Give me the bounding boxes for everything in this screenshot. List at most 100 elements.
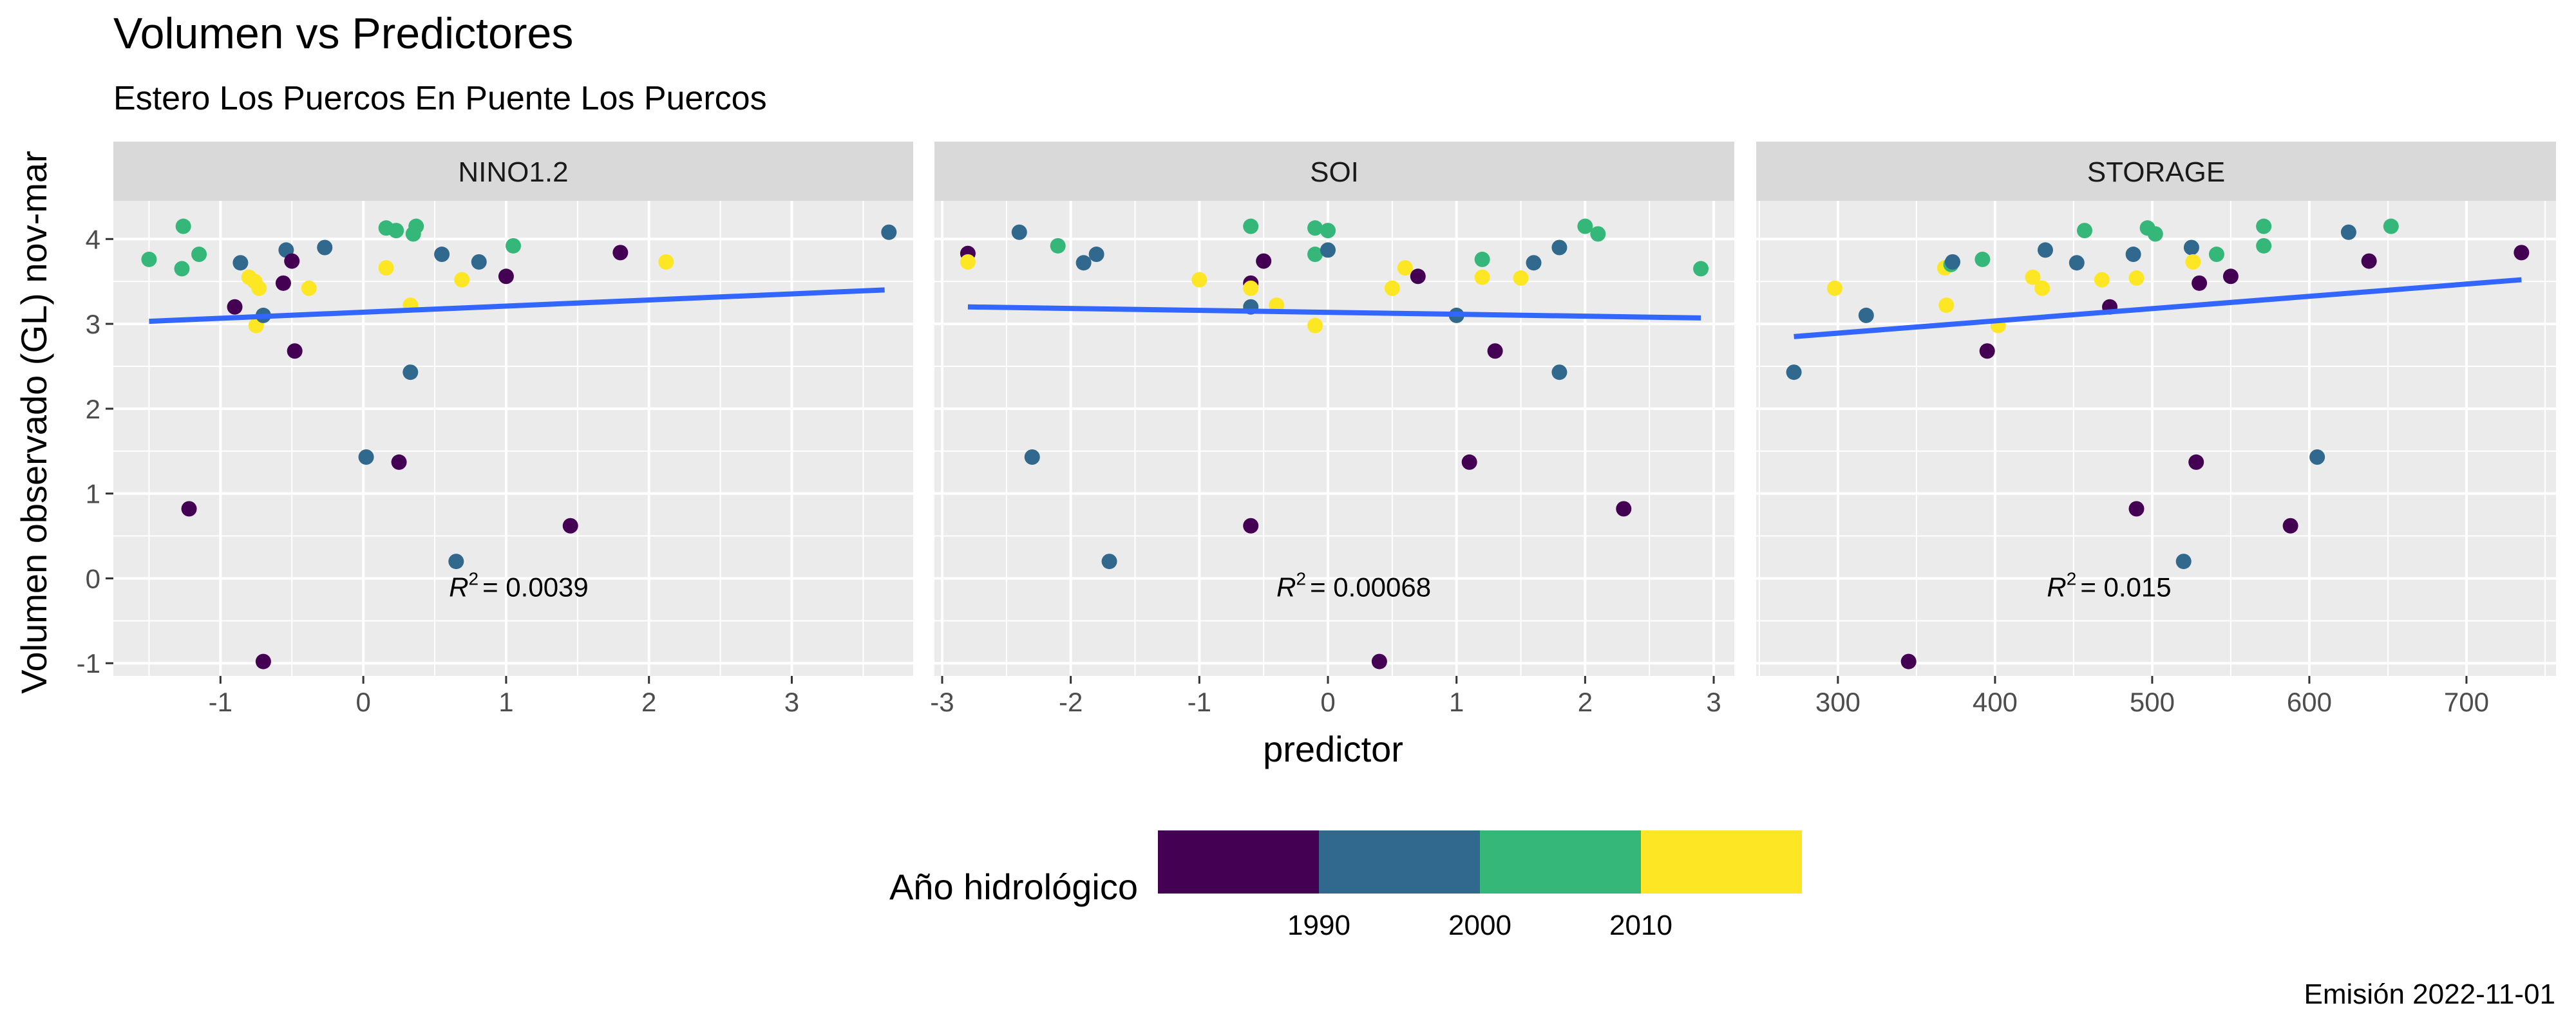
data-point	[2361, 253, 2377, 269]
data-point	[1320, 223, 1336, 239]
data-point	[1307, 220, 1323, 236]
data-point	[1243, 280, 1259, 296]
strip-label-storage: STORAGE	[2087, 156, 2225, 188]
panel-bg-soi	[934, 201, 1734, 676]
r-squared-annotation: R2 = 0.015	[2047, 569, 2171, 603]
data-point	[251, 280, 267, 296]
data-point	[2309, 449, 2325, 465]
x-tick-label: 3	[1706, 687, 1721, 717]
data-point	[1616, 501, 1632, 517]
y-tick-label: -1	[77, 648, 100, 679]
data-point	[434, 247, 450, 263]
data-point	[1410, 268, 1426, 285]
data-point	[1577, 218, 1593, 234]
data-point	[317, 239, 333, 256]
data-point	[454, 272, 470, 288]
y-tick-label: 4	[86, 224, 100, 254]
data-point	[181, 501, 197, 517]
data-point	[2185, 254, 2201, 270]
data-point	[2340, 224, 2356, 240]
data-point	[471, 254, 487, 270]
chart-subtitle: Estero Los Puercos En Puente Los Puercos	[113, 80, 767, 117]
data-point	[1513, 270, 1529, 286]
data-point	[1088, 247, 1104, 263]
x-tick-label: 400	[1973, 687, 2018, 717]
r-squared-annotation: R2 = 0.00068	[1276, 569, 1431, 603]
x-tick-label: 500	[2130, 687, 2175, 717]
data-point	[391, 454, 407, 470]
r-squared-annotation: R2 = 0.0039	[449, 569, 589, 603]
data-point	[1191, 272, 1208, 288]
data-point	[378, 260, 394, 276]
data-point	[2125, 247, 2141, 263]
panel-bg-storage	[1756, 201, 2556, 676]
strip-label-soi: SOI	[1310, 156, 1359, 188]
data-point	[2256, 238, 2272, 254]
data-point	[1786, 364, 1802, 380]
data-point	[1075, 255, 1092, 271]
data-point	[1979, 343, 1995, 359]
x-tick-label: 300	[1815, 687, 1861, 717]
data-point	[448, 554, 464, 570]
x-tick-label: 2	[1578, 687, 1593, 717]
data-point	[1050, 238, 1066, 254]
data-point	[2147, 226, 2163, 242]
data-point	[1307, 247, 1323, 263]
data-point	[141, 251, 157, 267]
chart-title: Volumen vs Predictores	[113, 9, 573, 58]
data-point	[2222, 268, 2239, 285]
data-point	[2025, 269, 2041, 285]
data-point	[1320, 242, 1336, 258]
y-tick-label: 2	[86, 394, 100, 424]
data-point	[2514, 245, 2530, 261]
data-point	[1024, 449, 1040, 465]
data-point	[2128, 270, 2145, 286]
data-point	[1693, 261, 1709, 277]
x-axis-title: predictor	[1263, 729, 1403, 769]
data-point	[175, 218, 191, 234]
data-point	[2183, 239, 2199, 256]
data-point	[498, 268, 514, 285]
data-point	[408, 218, 424, 234]
data-point	[1551, 239, 1567, 256]
x-tick-label: 600	[2287, 687, 2332, 717]
data-point	[506, 238, 521, 254]
data-point	[2192, 275, 2208, 291]
legend-tick-2000: 2000	[1448, 910, 1511, 941]
panel-storage: STORAGE 300 400 500 600 700 R2 = 0.015	[1756, 142, 2556, 717]
legend-tick-2010: 2010	[1609, 910, 1672, 941]
data-point	[1827, 280, 1843, 296]
data-point	[301, 280, 317, 296]
data-point	[1011, 224, 1027, 240]
emission-caption: Emisión 2022-11-01	[2304, 979, 2555, 1010]
data-point	[1487, 343, 1503, 359]
trend-line	[1794, 277, 2522, 339]
data-point	[284, 253, 300, 269]
color-legend: Año hidrológico 1990 2000 2010	[889, 830, 1802, 941]
data-point	[612, 245, 629, 261]
data-point	[2282, 518, 2298, 534]
legend-color-4	[1641, 830, 1802, 894]
data-point	[1551, 364, 1567, 380]
x-tick-label: 3	[784, 687, 799, 717]
y-tick-label: 3	[86, 309, 100, 339]
data-point	[1461, 454, 1477, 470]
data-point	[1256, 253, 1272, 269]
data-point	[287, 343, 303, 359]
data-point	[1474, 269, 1490, 285]
x-tick-label: -2	[1059, 687, 1083, 717]
data-point	[2128, 501, 2145, 517]
trend-line	[967, 304, 1701, 321]
legend-tick-1990: 1990	[1287, 910, 1350, 941]
panel-nino1-2: NINO1.2 -1 0 1 2 3 -1 0 1 2 3 4 R2 = 0.0039	[77, 142, 913, 717]
data-point	[1474, 251, 1490, 267]
x-tick-label: 0	[1320, 687, 1335, 717]
legend-color-2	[1319, 830, 1480, 894]
x-tick-label: 700	[2444, 687, 2489, 717]
strip-label-nino1-2: NINO1.2	[458, 156, 568, 188]
data-point	[658, 254, 674, 270]
data-point	[2069, 255, 2085, 271]
data-point	[227, 299, 243, 315]
x-tick-label: -1	[1188, 687, 1211, 717]
